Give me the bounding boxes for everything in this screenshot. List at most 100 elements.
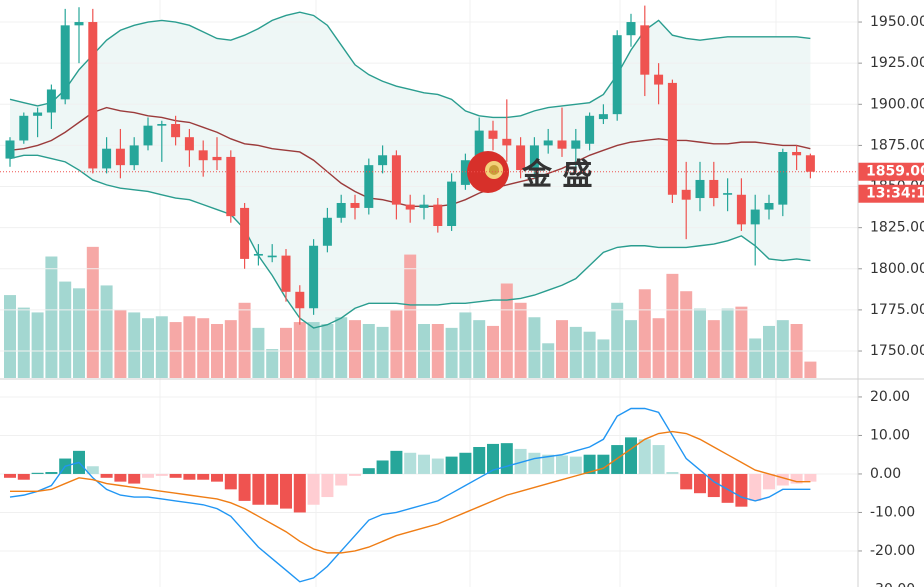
macd-histogram-bar: [514, 448, 527, 474]
candle-body: [805, 155, 815, 172]
macd-histogram-bar: [694, 473, 706, 494]
volume-bar: [694, 308, 706, 378]
volume-bar: [224, 320, 237, 378]
y-tick-label: 1775.00: [870, 302, 924, 318]
candle-body: [19, 115, 29, 141]
volume-bar: [680, 291, 693, 378]
volume-bar: [542, 343, 555, 378]
candle-body: [405, 204, 415, 210]
volume-bar: [86, 246, 99, 378]
volume-bar: [749, 338, 762, 378]
candle-body: [736, 194, 746, 225]
logo: 金 盛: [467, 151, 592, 193]
macd-histogram-bar: [721, 473, 734, 503]
macd-histogram-bar: [211, 473, 223, 482]
candle-body: [419, 204, 429, 208]
macd-histogram-bar: [183, 473, 196, 480]
candle-body: [46, 89, 56, 113]
macd-dea-line: [10, 430, 811, 554]
volume-bar: [197, 318, 210, 378]
macd-histogram-bar: [45, 472, 58, 474]
macd-histogram-bar: [238, 473, 251, 501]
candle-body: [640, 25, 650, 75]
macd-histogram-bar: [597, 454, 610, 474]
macd-histogram-bar: [418, 454, 430, 474]
macd-histogram-bar: [349, 473, 361, 476]
candle-body: [667, 82, 677, 195]
macd-histogram-bar: [638, 439, 651, 474]
macd-histogram-bar: [611, 445, 624, 474]
volume-bar: [652, 318, 665, 378]
macd-histogram-bar: [542, 454, 555, 474]
volume-bar: [583, 331, 596, 378]
y-tick-label: 1825.00: [870, 220, 924, 236]
candle-body: [88, 22, 98, 169]
macd-histogram-bar: [666, 472, 679, 474]
macd-histogram-bar: [114, 473, 127, 482]
volume-bar: [4, 295, 16, 378]
bollinger-fill: [10, 12, 811, 328]
y-tick-label: -20.00: [870, 543, 915, 559]
volume-bar: [252, 327, 265, 378]
macd-histogram-bar: [155, 473, 168, 476]
logo-text: 金 盛: [521, 158, 592, 193]
candle-body: [253, 253, 263, 256]
macd-histogram-bar: [224, 473, 237, 490]
macd-histogram-bar: [625, 437, 637, 474]
candle-body: [474, 130, 484, 161]
volume-bar: [17, 307, 30, 378]
y-tick-label: -30.00: [870, 581, 915, 587]
volume-bar: [390, 310, 403, 378]
volume-bar: [280, 327, 292, 378]
candle-body: [433, 204, 443, 227]
candle-body: [184, 137, 194, 151]
macd-histogram-bar: [197, 473, 210, 480]
candle-body: [33, 112, 43, 116]
macd-histogram-bar: [459, 452, 472, 474]
candle-body: [143, 125, 153, 146]
candle-body: [502, 138, 512, 146]
macd-histogram-bar: [404, 452, 417, 474]
volume-bar: [100, 285, 113, 378]
macd-histogram-bar: [266, 473, 279, 505]
macd-histogram-bar: [280, 473, 292, 509]
macd-histogram-bar: [473, 446, 486, 474]
macd-histogram-bar: [169, 473, 182, 478]
candle-body: [350, 202, 360, 208]
candle-body: [281, 255, 291, 292]
macd-histogram-bar: [86, 466, 99, 474]
candle-body: [295, 291, 305, 309]
candle-body: [598, 114, 608, 120]
candle-body: [364, 165, 374, 208]
macd-histogram-bar: [556, 455, 568, 474]
candle-body: [488, 130, 498, 139]
y-tick-label: -10.00: [870, 504, 915, 520]
macd-histogram-bar: [487, 443, 499, 474]
logo-mark-core: [489, 165, 499, 175]
macd-histogram-bar: [569, 456, 582, 474]
candle-body: [750, 209, 760, 225]
candle-body: [764, 202, 774, 210]
y-tick-label: 10.00: [870, 427, 910, 443]
volume-bar: [597, 339, 610, 378]
candle-body: [198, 150, 208, 161]
y-tick-label: 1875.00: [870, 137, 924, 153]
volume-bar: [487, 325, 499, 378]
candle-body: [226, 156, 236, 217]
candle-body: [792, 151, 802, 156]
candle-body: [378, 155, 388, 166]
candle-body: [447, 181, 457, 227]
volume-bar: [528, 317, 541, 378]
y-tick-label: 1950.00: [870, 14, 924, 30]
candle-body: [157, 124, 167, 126]
macd-histogram-bar: [583, 454, 596, 474]
volume-bar: [114, 309, 127, 378]
volume-bar: [473, 320, 486, 378]
candle-body: [336, 202, 346, 218]
candle-body: [102, 148, 112, 169]
macd-histogram-bar: [362, 468, 375, 474]
candle-body: [571, 140, 581, 149]
candle-body: [695, 179, 705, 199]
